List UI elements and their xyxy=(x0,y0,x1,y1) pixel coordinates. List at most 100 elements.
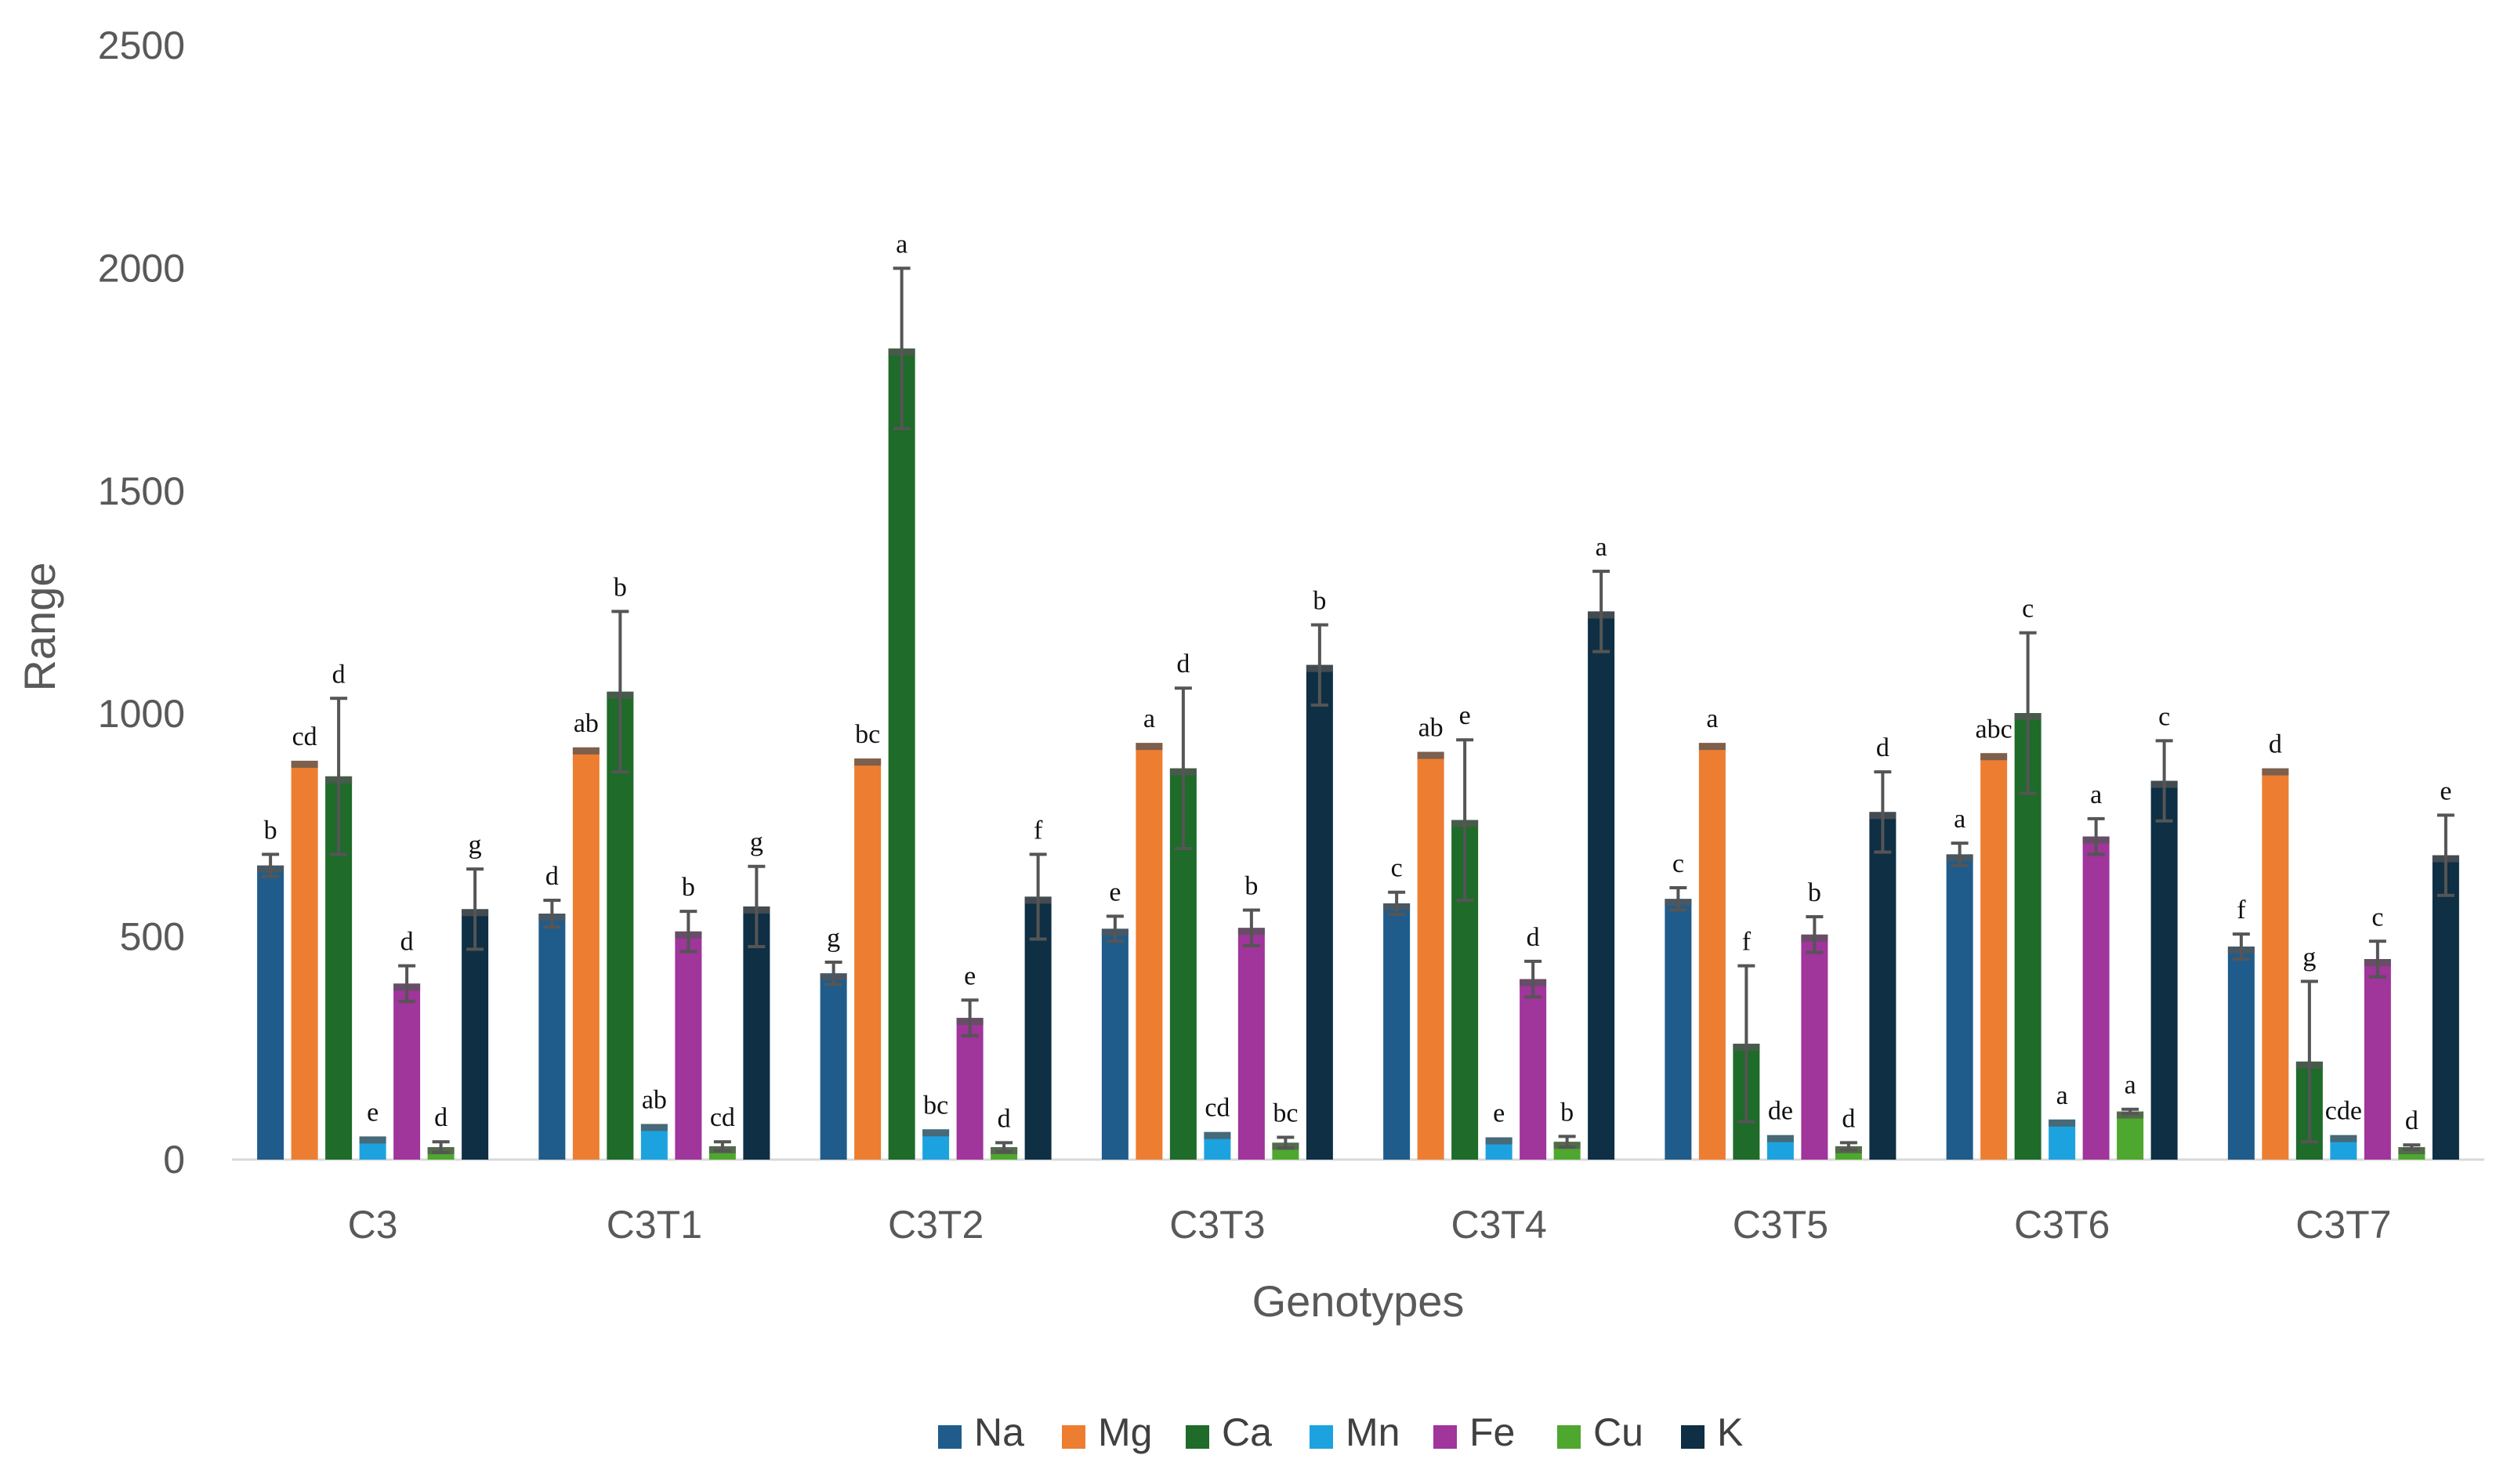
legend-swatch-fe xyxy=(1433,1425,1457,1449)
significance-label: b xyxy=(682,873,695,902)
legend-label-mn: Mn xyxy=(1346,1410,1400,1454)
significance-label: a xyxy=(1706,704,1718,733)
bar-k xyxy=(462,909,489,1160)
legend-label-ca: Ca xyxy=(1222,1410,1272,1454)
significance-label: f xyxy=(1034,816,1043,845)
significance-label: d xyxy=(1176,650,1190,679)
significance-label: e xyxy=(2440,776,2451,805)
bar-fe xyxy=(393,983,421,1160)
significance-label: b xyxy=(1313,586,1326,615)
significance-label: d xyxy=(2269,730,2282,759)
bar-cap-mn xyxy=(1485,1137,1513,1145)
bar-cap-mg xyxy=(291,760,318,768)
significance-label: d xyxy=(2405,1106,2418,1135)
bar-na xyxy=(1946,854,1973,1160)
significance-label: d xyxy=(545,862,559,891)
significance-label: abc xyxy=(1976,715,2012,744)
bar-cap-mg xyxy=(1698,743,1726,751)
bar-fe xyxy=(1520,979,1547,1160)
bar-k xyxy=(1588,611,1615,1160)
bar-fe xyxy=(675,931,702,1160)
bar-cap-mg xyxy=(854,758,882,766)
y-tick-label: 0 xyxy=(163,1138,185,1182)
category-label: C3T4 xyxy=(1451,1203,1546,1247)
significance-label: d xyxy=(1527,923,1540,952)
significance-label: bc xyxy=(923,1091,948,1120)
significance-label: e xyxy=(964,961,976,990)
bar-cap-mg xyxy=(1980,753,2008,761)
bar-cap-mg xyxy=(572,747,600,755)
category-label: C3T7 xyxy=(2295,1203,2391,1247)
bar-cap-mn xyxy=(640,1124,668,1131)
bar-na xyxy=(1383,903,1411,1160)
legend-swatch-cu xyxy=(1557,1425,1581,1449)
bar-cap-mg xyxy=(1136,743,1163,751)
legend-label-fe: Fe xyxy=(1469,1410,1515,1454)
significance-label: c xyxy=(2371,903,2383,932)
bar-cap-mg xyxy=(2262,768,2289,776)
y-tick-label: 2000 xyxy=(98,246,185,290)
bar-mg xyxy=(1698,743,1726,1160)
significance-label: d xyxy=(1876,733,1889,762)
significance-label: a xyxy=(2090,780,2102,809)
significance-label: a xyxy=(1596,533,1607,562)
y-axis-title: Range xyxy=(15,562,64,691)
bar-cap-mn xyxy=(922,1129,950,1137)
bar-na xyxy=(1665,899,1692,1160)
bar-mg xyxy=(572,747,600,1160)
y-tick-label: 500 xyxy=(120,915,185,959)
bar-fe xyxy=(2082,836,2110,1160)
significance-label: bc xyxy=(1273,1099,1298,1128)
x-axis-title: Genotypes xyxy=(1252,1276,1465,1326)
bar-cap-mn xyxy=(359,1136,386,1144)
significance-label: cd xyxy=(710,1103,735,1132)
bar-na xyxy=(257,865,284,1160)
significance-label: g xyxy=(469,831,482,860)
legend-swatch-k xyxy=(1681,1425,1705,1449)
significance-label: d xyxy=(332,660,346,689)
significance-label: e xyxy=(367,1098,379,1127)
bar-na xyxy=(538,914,566,1160)
bar-na xyxy=(1101,928,1129,1160)
category-label: C3T2 xyxy=(888,1203,984,1247)
bar-cap-mn xyxy=(2330,1135,2357,1142)
legend-swatch-mg xyxy=(1062,1425,1085,1449)
bar-mg xyxy=(2262,768,2289,1160)
significance-label: a xyxy=(2125,1071,2136,1100)
significance-label: ab xyxy=(574,709,599,738)
significance-label: ab xyxy=(1418,714,1444,743)
significance-label: a xyxy=(1143,704,1155,733)
significance-label: c xyxy=(2022,595,2034,624)
bar-mg xyxy=(1980,753,2008,1160)
y-axis-ticks: 0 500 1000 1500 2000 2500 xyxy=(98,24,185,1182)
significance-label: e xyxy=(1459,701,1471,730)
category-label: C3T6 xyxy=(2014,1203,2110,1247)
significance-label: d xyxy=(400,928,414,957)
significance-label: d xyxy=(434,1103,447,1132)
significance-label: a xyxy=(896,230,908,259)
significance-label: cde xyxy=(2325,1097,2362,1126)
error-bar-group xyxy=(262,266,2454,1154)
significance-label: cd xyxy=(1205,1094,1230,1123)
bar-ca xyxy=(888,348,915,1160)
bar-fe xyxy=(2364,959,2391,1160)
bar-cap-mg xyxy=(1417,751,1444,759)
y-tick-label: 1000 xyxy=(98,692,185,736)
significance-label: c xyxy=(1672,849,1684,878)
significance-label: a xyxy=(2056,1081,2068,1110)
category-label: C3 xyxy=(348,1203,398,1247)
significance-label: b xyxy=(1244,871,1258,900)
legend-swatch-ca xyxy=(1186,1425,1209,1449)
bar-series-group xyxy=(257,348,2459,1160)
significance-label: ab xyxy=(642,1085,667,1114)
bar-k xyxy=(2150,780,2178,1160)
bar-fe xyxy=(1801,934,1828,1160)
bar-na xyxy=(2227,947,2255,1160)
bar-cu xyxy=(2117,1111,2144,1160)
significance-label: f xyxy=(1742,928,1752,957)
legend-label-cu: Cu xyxy=(1593,1410,1643,1454)
significance-label: e xyxy=(1109,878,1121,907)
legend-label-k: K xyxy=(1717,1410,1743,1454)
